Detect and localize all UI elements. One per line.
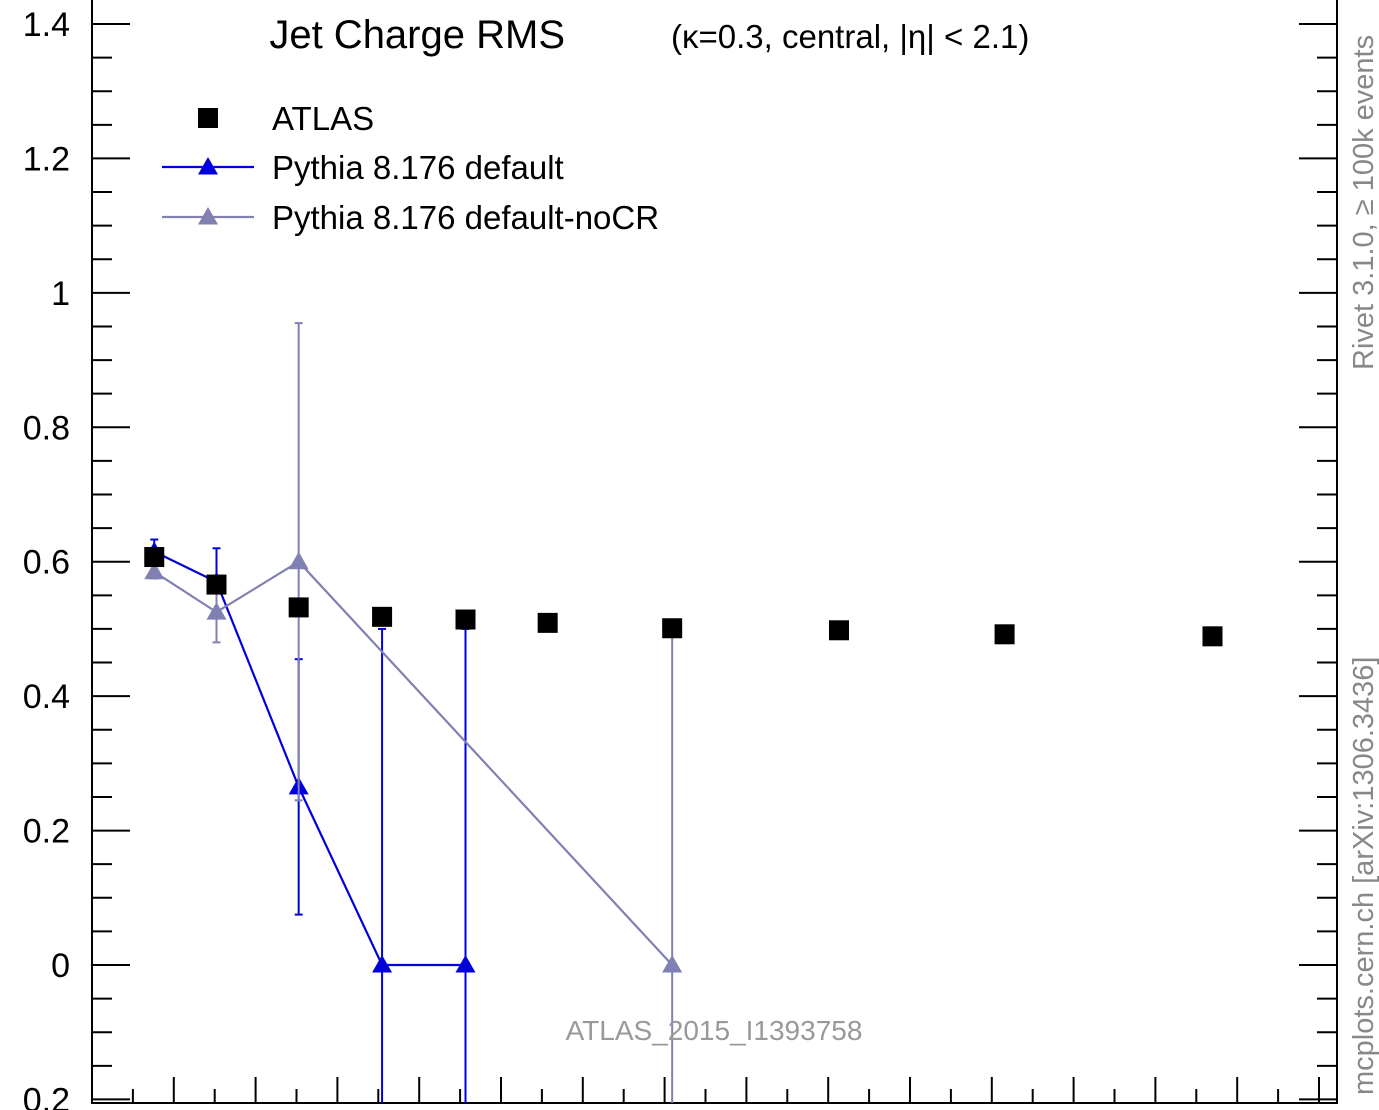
y-tick-label: 0 xyxy=(51,947,70,985)
series-layer xyxy=(144,322,1223,1103)
data-point xyxy=(288,597,309,618)
legend: ATLAS Pythia 8.176 default Pythia 8.176 de… xyxy=(162,100,659,236)
data-point xyxy=(662,618,683,639)
legend-marker xyxy=(198,157,218,175)
data-point xyxy=(144,561,165,580)
series-1 xyxy=(144,538,476,1103)
y-tick-label: 1 xyxy=(51,275,70,313)
chart-title: Jet Charge RMS xyxy=(269,13,565,57)
data-point xyxy=(662,955,683,973)
side-text-source: mcplots.cern.ch [arXiv:1306.3436] xyxy=(1348,657,1379,1095)
y-tick-label: 1.2 xyxy=(23,140,70,178)
data-point xyxy=(829,620,849,641)
data-point xyxy=(455,609,476,630)
legend-marker xyxy=(198,207,218,225)
axis-ticks xyxy=(91,23,1337,1103)
chart-title-suffix: (κ=0.3, central, |η| < 2.1) xyxy=(671,18,1029,55)
data-point xyxy=(206,602,227,620)
legend-label: Pythia 8.176 default-noCR xyxy=(272,199,659,236)
y-tick-label: 0.2 xyxy=(23,813,70,851)
data-point xyxy=(994,624,1015,645)
data-point xyxy=(1202,626,1223,647)
y-tick-label: 0.6 xyxy=(23,544,70,582)
y-tick-label: 0.8 xyxy=(23,409,70,447)
data-point xyxy=(372,606,393,627)
side-text-rivet: Rivet 3.1.0, ≥ 100k events xyxy=(1348,35,1379,370)
y-tick-label: 0.2 xyxy=(23,1081,70,1110)
series-0 xyxy=(144,547,1223,647)
data-point xyxy=(372,955,393,973)
y-tick-label: 1.4 xyxy=(23,6,70,44)
data-point xyxy=(455,955,476,973)
series-line xyxy=(153,560,673,966)
y-tick-label: 0.4 xyxy=(23,678,70,716)
data-point xyxy=(288,551,309,570)
legend-marker xyxy=(198,108,218,128)
data-point xyxy=(537,612,558,633)
plot-frame xyxy=(91,0,1338,1104)
y-tick-labels: 1.4 1.2 1 0.8 0.6 0.4 0.2 0 0.2 xyxy=(23,6,70,1110)
series-line xyxy=(153,550,466,967)
legend-label: ATLAS xyxy=(272,100,374,137)
data-point xyxy=(144,547,165,568)
series-2 xyxy=(144,322,683,1103)
annotation-analysis-id: ATLAS_2015_I1393758 xyxy=(566,1015,863,1046)
legend-label: Pythia 8.176 default xyxy=(272,149,564,186)
data-point xyxy=(206,574,227,595)
